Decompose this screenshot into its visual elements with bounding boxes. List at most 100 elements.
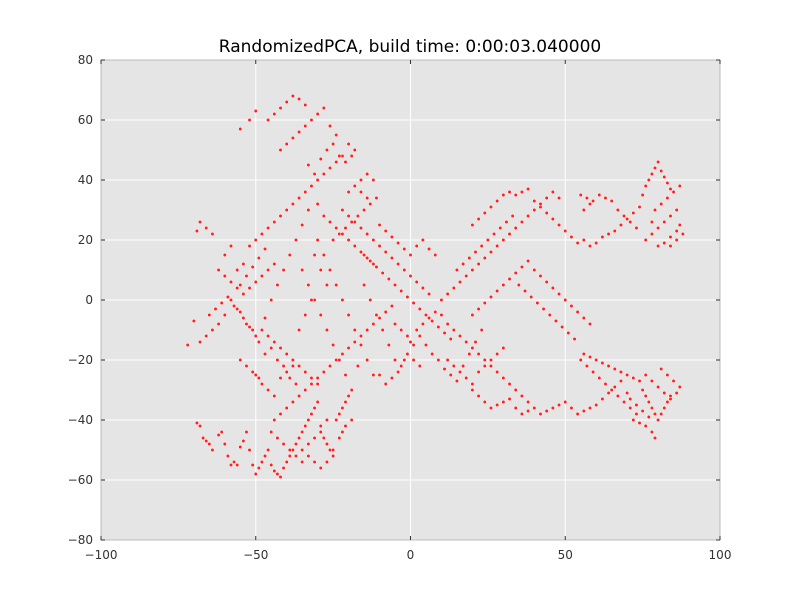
data-point [665,180,670,186]
data-point [652,411,658,417]
data-point [606,390,611,396]
data-point [343,399,348,405]
data-point [321,171,326,177]
data-point [392,357,398,363]
data-point [309,297,314,303]
data-point [649,171,654,177]
data-point [618,369,624,375]
data-point [640,192,645,198]
data-point [219,429,224,435]
data-point [609,387,614,393]
data-point [587,405,593,411]
data-point [674,228,679,234]
data-point [284,141,289,147]
data-point [634,411,639,417]
data-point [309,375,314,381]
data-point [303,387,308,393]
data-point [349,417,354,423]
data-point [253,372,258,378]
data-point [600,396,605,402]
data-point [643,423,648,429]
data-point [671,378,676,384]
data-point [649,405,654,411]
data-point [281,267,286,273]
data-point [349,219,354,225]
data-point [476,351,481,357]
data-point [526,186,531,192]
data-point [448,372,453,378]
data-point [306,282,311,288]
data-point [529,294,534,300]
data-point [191,318,196,324]
data-point [628,405,633,411]
data-point [207,312,212,318]
data-point [331,342,336,348]
data-point [526,213,531,219]
x-tick-label: −100 [85,548,118,562]
data-point [451,363,456,369]
data-point [355,213,360,219]
data-point [488,204,494,210]
data-point [315,201,320,207]
data-point [297,129,302,135]
data-point [377,315,382,321]
data-point [411,342,416,348]
data-point [671,189,676,195]
data-point [501,237,506,243]
data-point [405,294,410,300]
data-point [253,237,258,243]
data-point [241,438,246,444]
data-point [297,327,302,333]
data-point [272,261,277,267]
data-point [656,243,661,249]
data-point [250,264,255,270]
data-point [591,369,596,375]
data-point [225,294,230,300]
data-point [340,297,345,303]
data-point [470,345,475,351]
data-point [652,207,658,213]
data-point [603,381,608,387]
data-point [300,447,305,453]
data-point [238,309,243,315]
data-point [293,381,299,387]
data-point [309,117,314,123]
data-point [479,243,484,249]
data-point [358,249,364,255]
data-point [575,309,580,315]
data-point [284,351,289,357]
data-point [281,465,286,471]
data-point [321,252,326,258]
data-point [204,225,209,231]
data-point [253,108,258,114]
data-point [343,159,348,165]
data-point [269,462,274,468]
data-point [324,282,329,288]
data-point [643,393,648,399]
data-point [256,465,261,471]
data-point [346,312,351,318]
data-point [603,195,608,201]
data-point [266,447,271,453]
data-point [519,189,524,195]
data-point [315,111,320,117]
data-point [278,411,283,417]
data-point [297,195,302,201]
data-point [371,177,376,183]
data-point [411,300,416,306]
data-point [244,429,249,435]
data-point [272,339,277,345]
data-point [507,396,512,402]
data-point [346,189,351,195]
data-point [439,297,444,303]
data-point [668,186,673,192]
data-point [674,390,679,396]
data-point [659,201,664,207]
data-point [284,459,289,465]
data-point [334,132,339,138]
data-point [544,210,549,216]
data-point [309,381,314,387]
data-point [228,462,234,468]
data-point [266,267,271,273]
